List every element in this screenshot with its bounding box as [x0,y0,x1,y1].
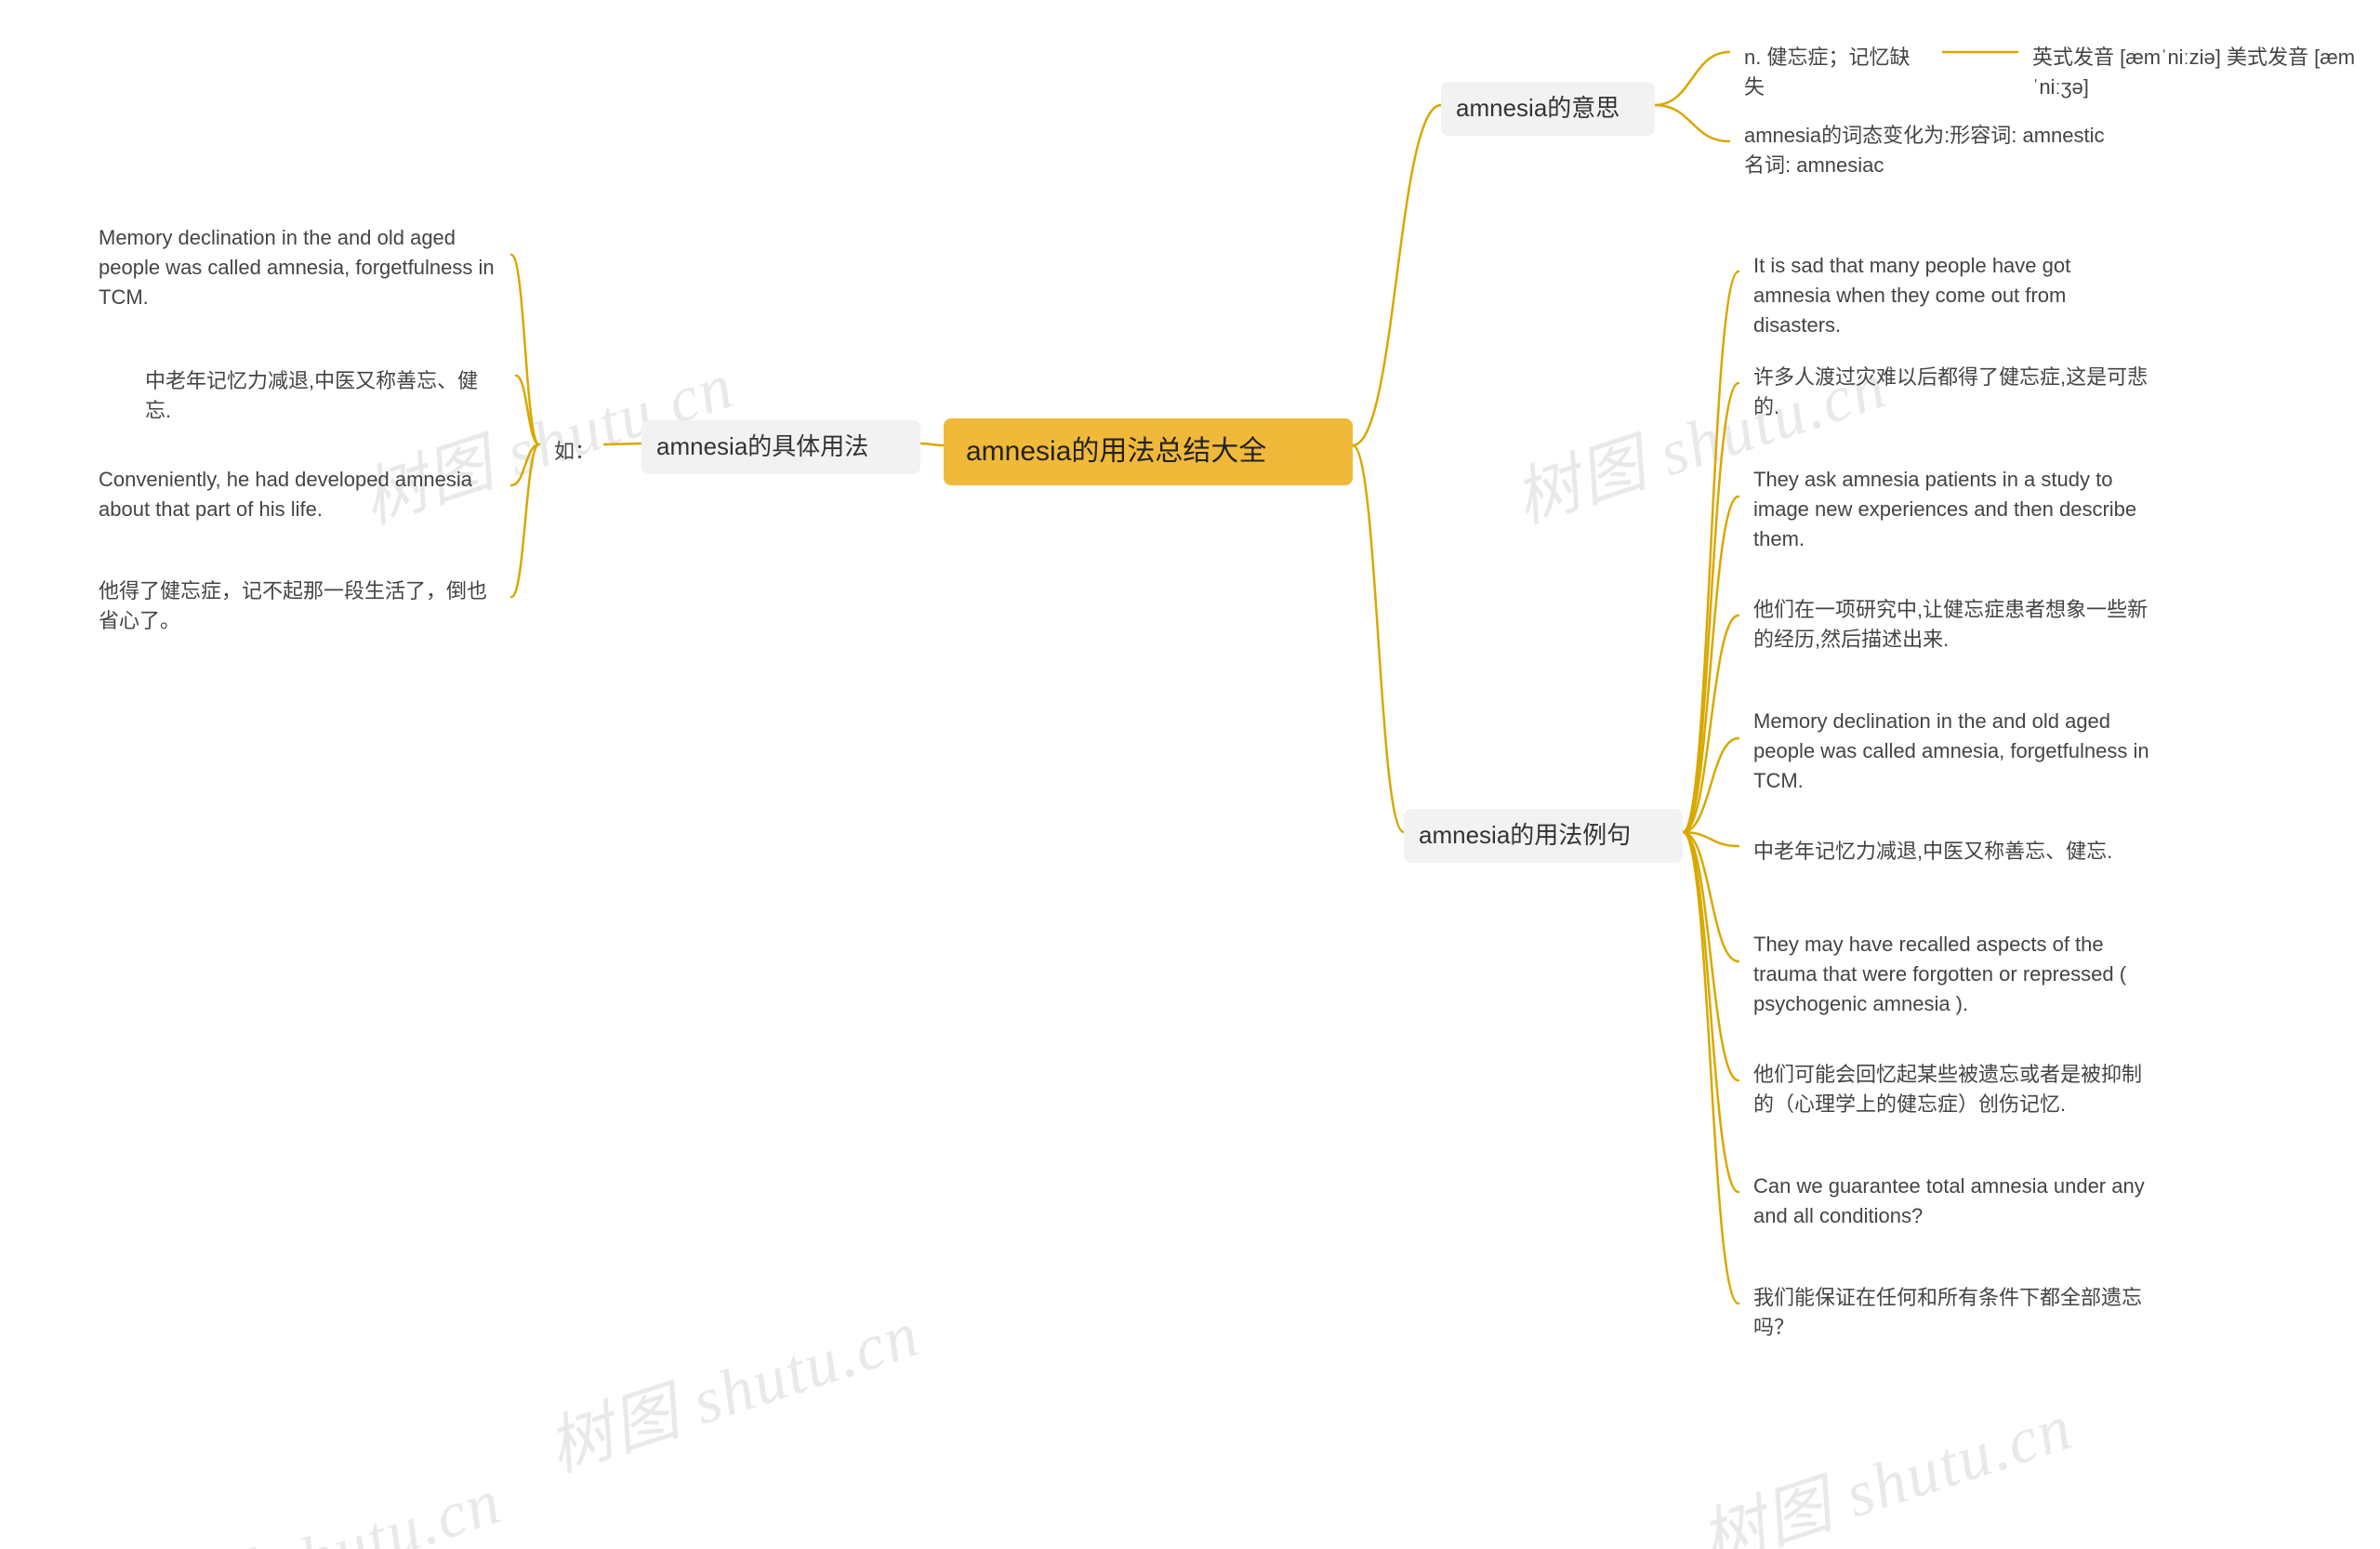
leaf-eg: 如： [539,428,604,476]
leaf-u1: Memory declination in the and old aged p… [84,214,511,322]
watermark: 树图 shutu.cn [116,1449,512,1549]
leaf-ex1: It is sad that many people have got amne… [1739,242,2166,350]
leaf-u2: 中老年记忆力减退,中医又称善忘、健忘. [130,357,516,435]
watermark: 树图 shutu.cn [1687,1374,2083,1549]
leaf-ex3: They ask amnesia patients in a study to … [1739,456,2166,563]
leaf-meaning-2: amnesia的词态变化为:形容词: amnestic 名词: amnesiac [1729,112,2138,190]
leaf-meaning-1: n. 健忘症；记忆缺失 [1729,33,1943,112]
leaf-ex10: 我们能保证在任何和所有条件下都全部遗忘吗？ [1739,1274,2166,1352]
leaf-ex2: 许多人渡过灾难以后都得了健忘症,这是可悲的. [1739,353,2166,431]
root-node[interactable]: amnesia的用法总结大全 [944,418,1353,485]
leaf-u4: 他得了健忘症，记不起那一段生活了，倒也省心了。 [84,567,511,645]
watermark: 树图 shutu.cn [535,1281,931,1489]
leaf-pronunciation: 英式发音 [æmˈniːziə] 美式发音 [æmˈniːʒə] [2017,33,2380,112]
branch-examples[interactable]: amnesia的用法例句 [1404,809,1683,863]
leaf-ex8: 他们可能会回忆起某些被遗忘或者是被抑制的（心理学上的健忘症）创伤记忆. [1739,1051,2166,1129]
leaf-ex9: Can we guarantee total amnesia under any… [1739,1162,2166,1240]
branch-meaning[interactable]: amnesia的意思 [1441,82,1655,136]
leaf-ex4: 他们在一项研究中,让健忘症患者想象一些新的经历,然后描述出来. [1739,586,2166,664]
branch-usage[interactable]: amnesia的具体用法 [641,420,920,474]
leaf-ex6: 中老年记忆力减退,中医又称善忘、健忘. [1739,827,2166,876]
leaf-ex7: They may have recalled aspects of the tr… [1739,920,2166,1028]
leaf-u3: Conveniently, he had developed amnesia a… [84,456,511,534]
leaf-ex5: Memory declination in the and old aged p… [1739,697,2166,805]
